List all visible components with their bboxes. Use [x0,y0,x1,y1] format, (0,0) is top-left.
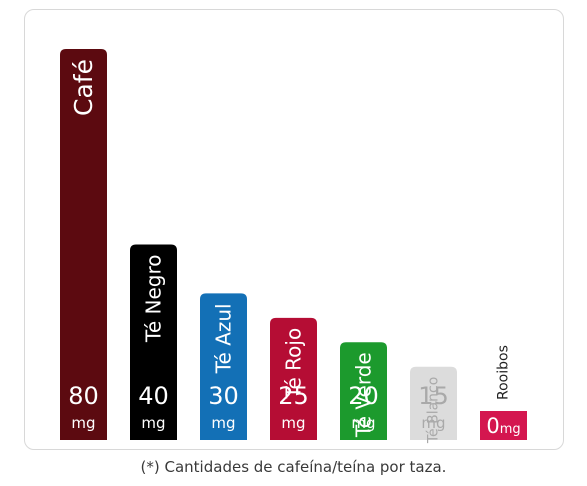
unit-label-rooibos: mg [500,422,521,437]
unit-label-te-verde: mg [351,414,375,432]
value-label-te-rojo: 25 [278,382,309,410]
bar-te-blanco [410,366,457,440]
bar-rooibos [480,411,527,440]
bar-te-azul [200,293,247,440]
bar-cafe [60,49,107,440]
unit-label-te-negro: mg [141,414,165,432]
category-label-cafe: Café [69,59,98,116]
category-label-te-rojo: Té Rojo [282,328,306,400]
unit-label-te-azul: mg [211,414,235,432]
value-label-te-negro: 40 [138,382,169,410]
value-label-rooibos: 0mg [486,414,520,438]
value-label-cafe: 80 [68,382,99,410]
value-label-te-blanco: 15 [418,382,449,410]
bar-te-negro [130,244,177,440]
category-label-te-negro: Té Negro [142,255,166,343]
category-label-te-azul: Té Azul [212,303,236,374]
category-label-te-verde: Té Verde [352,352,376,438]
bar-te-verde [340,342,387,440]
unit-label-te-rojo: mg [281,414,305,432]
value-label-te-azul: 30 [208,382,239,410]
bar-te-rojo [270,317,317,440]
category-label-te-blanco: Té Blanco [426,377,442,444]
unit-label-te-blanco: mg [421,414,445,432]
value-label-te-verde: 20 [348,382,379,410]
unit-label-cafe: mg [71,414,95,432]
category-label-rooibos: Rooibos [496,345,512,400]
chart-caption: (*) Cantidades de cafeína/teína por taza… [140,458,447,476]
